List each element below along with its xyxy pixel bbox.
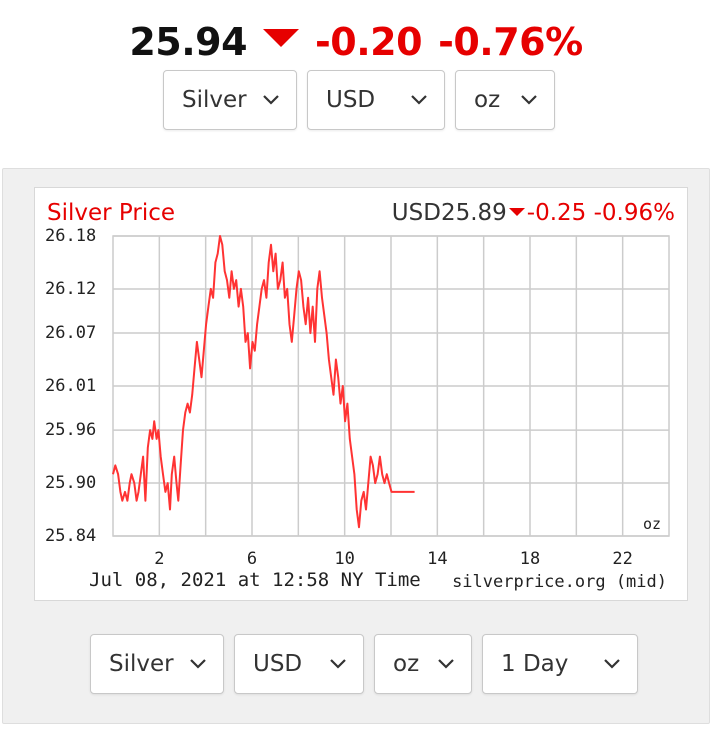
chart-metal-select[interactable]: Silver [90, 634, 224, 694]
chevron-down-icon [411, 95, 427, 105]
chart-source: silverprice.org (mid) [452, 572, 667, 592]
price-change-percent: -0.76% [438, 20, 583, 64]
currency-select[interactable]: USD [307, 70, 445, 130]
x-tick-label: 6 [246, 549, 258, 569]
current-price: 25.94 [129, 20, 248, 64]
chart-metal-select-value: Silver [109, 651, 174, 677]
y-tick-label: 26.07 [45, 323, 97, 344]
chevron-down-icon [190, 659, 206, 669]
metal-select[interactable]: Silver [163, 70, 297, 130]
grid [112, 235, 670, 537]
y-tick-label: 25.90 [45, 473, 97, 494]
chart-card: Silver Price USD25.89 -0.25 -0.96% 26.18 2… [34, 187, 688, 601]
y-tick-label: 25.84 [45, 526, 97, 546]
top-select-row: Silver USD oz [163, 70, 565, 130]
y-tick-label: 26.01 [45, 376, 97, 396]
chevron-down-icon [263, 95, 279, 105]
line-chart [112, 235, 670, 537]
bottom-select-row: Silver USD oz 1 Day [90, 634, 648, 694]
chevron-down-icon [604, 659, 620, 669]
x-tick-label: 14 [427, 549, 448, 569]
chart-currency-select-value: USD [253, 651, 303, 677]
x-tick-label: 10 [334, 549, 355, 569]
chart-timestamp: Jul 08, 2021 at 12:58 NY Time [89, 569, 421, 591]
chart-period-select[interactable]: 1 Day [482, 634, 638, 694]
plot-frame [112, 235, 670, 537]
chart-summary-change-pct: -0.96% [593, 200, 675, 226]
chart-summary-price: USD25.89 [391, 200, 507, 226]
chart-unit-label: oz [642, 515, 661, 533]
chart-unit-select[interactable]: oz [374, 634, 472, 694]
y-tick-label: 26.12 [45, 278, 97, 299]
unit-select[interactable]: oz [455, 70, 555, 130]
x-tick-label: 22 [612, 549, 633, 569]
metal-select-value: Silver [182, 87, 247, 113]
chart-currency-select[interactable]: USD [234, 634, 364, 694]
y-tick-label: 26.18 [45, 226, 97, 246]
price-header: 25.94 -0.20 -0.76% [0, 14, 712, 70]
triangle-down-icon [263, 29, 300, 47]
series-line [112, 235, 415, 529]
chevron-down-icon [438, 659, 454, 669]
chevron-down-icon [330, 659, 346, 669]
x-tick-label: 18 [519, 549, 541, 569]
y-tick-label: 25.96 [45, 420, 97, 441]
triangle-down-icon [508, 207, 525, 216]
chart-summary-change: -0.25 [526, 200, 587, 226]
currency-select-value: USD [326, 87, 376, 113]
x-tick-label: 2 [154, 549, 165, 569]
unit-select-value: oz [474, 87, 501, 113]
chart-unit-select-value: oz [393, 651, 420, 677]
chevron-down-icon [521, 95, 537, 105]
chart-summary: USD25.89 -0.25 -0.96% [392, 200, 675, 226]
chart-title: Silver Price [47, 200, 176, 226]
chart-period-select-value: 1 Day [501, 651, 569, 677]
price-change: -0.20 [315, 20, 423, 64]
series-layer [112, 235, 415, 529]
